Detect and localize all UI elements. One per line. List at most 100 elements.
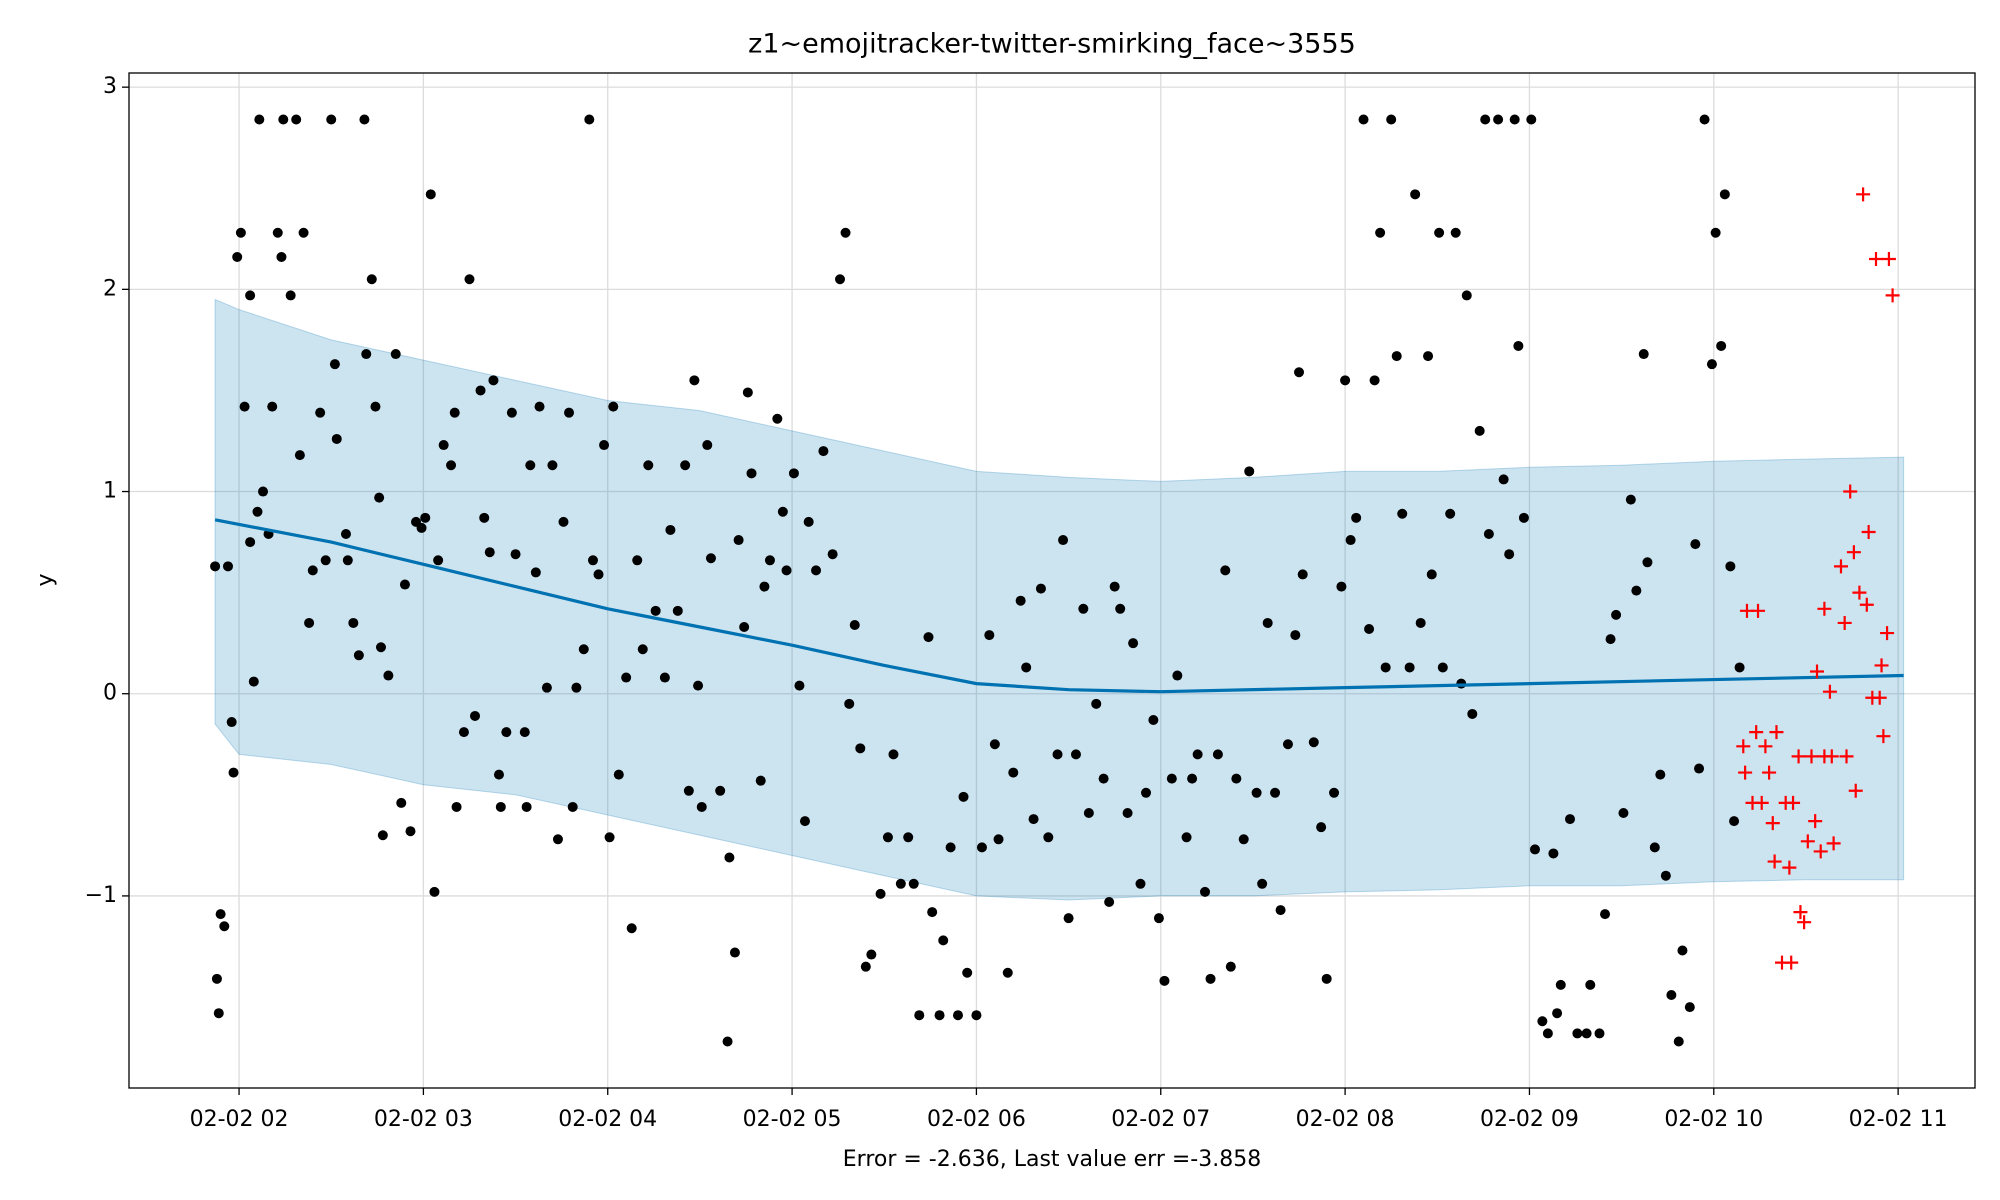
observed-point — [604, 832, 615, 843]
observed-point — [927, 907, 938, 918]
observed-point — [1719, 189, 1730, 200]
observed-point — [377, 830, 388, 841]
observed-point — [755, 775, 766, 786]
x-tick-label: 02-02 11 — [1849, 1107, 1948, 1132]
test-point — [1885, 288, 1900, 303]
test-point — [1754, 795, 1769, 810]
observed-point — [359, 114, 370, 125]
observed-point — [1035, 583, 1046, 594]
observed-point — [1699, 114, 1710, 125]
observed-point — [746, 468, 757, 479]
test-point — [1869, 252, 1884, 267]
observed-point — [1734, 662, 1745, 673]
test-point — [1861, 524, 1876, 539]
observed-point — [567, 801, 578, 812]
observed-point — [1631, 585, 1642, 596]
observed-point — [541, 682, 552, 693]
observed-point — [1729, 816, 1740, 827]
observed-point — [1098, 773, 1109, 784]
y-tick-label: 0 — [103, 681, 117, 706]
observed-point — [239, 401, 250, 412]
observed-point — [578, 644, 589, 655]
observed-point — [1122, 808, 1133, 819]
observed-point — [530, 567, 541, 578]
x-tick-label: 02-02 02 — [190, 1107, 289, 1132]
observed-point — [1410, 189, 1421, 200]
observed-point — [353, 650, 364, 661]
observed-point — [429, 886, 440, 897]
observed-point — [1581, 1028, 1592, 1039]
observed-point — [626, 923, 637, 934]
observed-point — [1294, 367, 1305, 378]
observed-point — [1083, 808, 1094, 819]
observed-point — [1369, 375, 1380, 386]
observed-point — [348, 617, 359, 628]
observed-point — [254, 114, 265, 125]
observed-point — [702, 440, 713, 451]
observed-point — [1565, 814, 1576, 825]
test-point — [1852, 585, 1867, 600]
observed-point — [1336, 581, 1347, 592]
observed-point — [705, 553, 716, 564]
observed-point — [952, 1010, 963, 1021]
observed-point — [1043, 832, 1054, 843]
observed-point — [914, 1010, 925, 1021]
observed-point — [1316, 822, 1327, 833]
observed-point — [564, 407, 575, 418]
observed-point — [307, 565, 318, 576]
test-point — [1749, 725, 1764, 740]
observed-point — [908, 878, 919, 889]
observed-point — [438, 440, 449, 451]
observed-point — [267, 401, 278, 412]
observed-point — [866, 949, 877, 960]
observed-point — [1529, 844, 1540, 855]
observed-point — [1415, 617, 1426, 628]
observed-point — [1684, 1002, 1695, 1013]
test-point — [1839, 749, 1854, 764]
test-point — [1758, 739, 1773, 754]
observed-point — [665, 524, 676, 535]
observed-point — [374, 492, 385, 503]
observed-point — [1297, 569, 1308, 580]
observed-point — [1585, 979, 1596, 990]
observed-point — [470, 710, 481, 721]
observed-point — [1290, 630, 1301, 641]
observed-point — [1690, 539, 1701, 550]
observed-point — [1474, 425, 1485, 436]
x-tick-label: 02-02 06 — [927, 1107, 1026, 1132]
test-point — [1874, 658, 1889, 673]
observed-point — [1600, 909, 1611, 920]
observed-point — [794, 680, 805, 691]
observed-point — [1483, 528, 1494, 539]
observed-point — [1358, 114, 1369, 125]
observed-point — [608, 401, 619, 412]
observed-point — [739, 622, 750, 633]
observed-point — [1021, 662, 1032, 673]
observed-point — [772, 413, 783, 424]
observed-point — [875, 888, 886, 899]
observed-point — [1537, 1016, 1548, 1027]
observed-point — [650, 605, 661, 616]
observed-point — [342, 555, 353, 566]
observed-point — [1015, 595, 1026, 606]
observed-point — [1052, 749, 1063, 760]
observed-point — [258, 486, 269, 497]
observed-point — [1660, 870, 1671, 881]
observed-point — [1504, 549, 1515, 560]
observed-point — [1638, 349, 1649, 360]
x-tick-label: 02-02 03 — [374, 1107, 473, 1132]
test-point — [1808, 814, 1823, 829]
test-point — [1856, 187, 1871, 202]
test-point — [1800, 834, 1815, 849]
observed-point — [882, 832, 893, 843]
observed-point — [1673, 1036, 1684, 1047]
observed-point — [799, 816, 810, 827]
observed-point — [291, 114, 302, 125]
observed-point — [252, 506, 263, 517]
observed-point — [1706, 359, 1717, 370]
observed-point — [222, 561, 233, 572]
observed-point — [232, 251, 243, 262]
observed-point — [226, 717, 237, 728]
observed-point — [1513, 340, 1524, 351]
observed-point — [777, 506, 788, 517]
